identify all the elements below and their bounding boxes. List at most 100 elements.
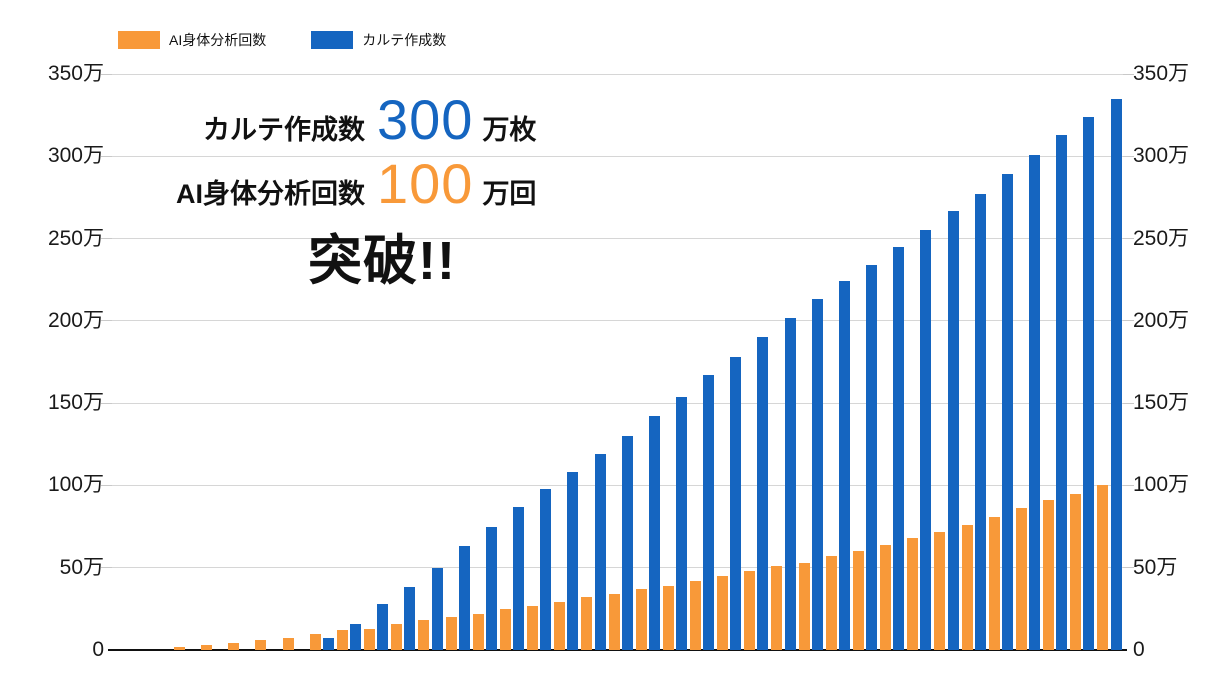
- bar-karte: [947, 210, 959, 650]
- gridline-150: [112, 402, 1123, 404]
- milestone-annotation: カルテ作成数 300 万枚 AI身体分析回数 100 万回 突破!!: [170, 88, 536, 295]
- gridline-250: [112, 238, 1123, 240]
- x-axis-line: [108, 649, 1127, 651]
- bar-karte: [784, 317, 796, 650]
- gridline-50: [112, 567, 1123, 569]
- bar-ai-analysis: [364, 628, 376, 650]
- bar-karte: [676, 396, 688, 650]
- y-axis-label-right: 50万: [1133, 555, 1178, 579]
- bar-ai-analysis: [1097, 485, 1109, 650]
- y-axis-label-right: 200万: [1133, 308, 1190, 332]
- bar-karte: [974, 194, 986, 650]
- bar-ai-analysis: [391, 623, 403, 650]
- plot-area: [101, 73, 1134, 651]
- legend-label-ai-analysis: AI身体分析回数: [169, 32, 267, 48]
- bar-karte: [893, 246, 905, 650]
- bar-ai-analysis: [1070, 493, 1082, 650]
- y-axis-label-left: 150万: [47, 391, 104, 415]
- bar-karte: [703, 375, 715, 650]
- annotation-karte-label: カルテ作成数: [203, 115, 365, 145]
- bar-ai-analysis: [880, 544, 892, 650]
- y-tick-right: [1123, 484, 1134, 486]
- bar-ai-analysis: [689, 580, 701, 650]
- annotation-row-karte: カルテ作成数 300 万枚: [170, 88, 536, 152]
- bar-ai-analysis: [336, 630, 348, 650]
- bar-karte: [1001, 174, 1013, 650]
- legend-swatch-orange: [118, 31, 160, 49]
- bar-ai-analysis: [717, 575, 729, 650]
- bar-karte: [1029, 154, 1041, 650]
- bar-karte: [648, 416, 660, 650]
- y-axis-label-right: 0: [1133, 638, 1145, 661]
- bar-ai-analysis: [988, 516, 1000, 650]
- y-tick-right: [1123, 155, 1134, 157]
- y-tick-left: [101, 155, 112, 157]
- legend-swatch-blue: [311, 31, 354, 49]
- y-tick-left: [101, 567, 112, 569]
- y-axis-label-right: 300万: [1133, 144, 1190, 168]
- bar-ai-analysis: [934, 531, 946, 650]
- annotation-ai-label: AI身体分析回数: [176, 178, 365, 209]
- annotation-ai-value: 100: [377, 151, 474, 215]
- bar-karte: [485, 526, 497, 650]
- bar-karte: [757, 337, 769, 650]
- bar-karte: [322, 638, 334, 650]
- bar-ai-analysis: [228, 643, 240, 650]
- bar-ai-analysis: [255, 640, 267, 650]
- bar-ai-analysis: [309, 633, 321, 650]
- bar-karte: [838, 281, 850, 650]
- bar-ai-analysis: [1015, 508, 1027, 650]
- y-tick-right: [1123, 238, 1134, 240]
- y-tick-right: [1123, 567, 1134, 569]
- bar-ai-analysis: [771, 566, 783, 650]
- y-tick-left: [101, 402, 112, 404]
- gridline-300: [112, 155, 1123, 157]
- bar-karte: [350, 623, 362, 650]
- bar-ai-analysis: [418, 620, 430, 650]
- bar-karte: [730, 357, 742, 650]
- annotation-row-ai: AI身体分析回数 100 万回: [170, 152, 536, 216]
- bar-ai-analysis: [798, 562, 810, 650]
- y-axis-label-left: 300万: [47, 144, 104, 168]
- bar-ai-analysis: [744, 571, 756, 650]
- bar-ai-analysis: [907, 538, 919, 650]
- bar-karte: [811, 299, 823, 650]
- y-tick-right: [1123, 73, 1134, 75]
- bar-ai-analysis: [961, 524, 973, 650]
- gridline-200: [112, 320, 1123, 322]
- bar-karte: [404, 587, 416, 650]
- bar-karte: [1056, 134, 1068, 650]
- bar-karte: [621, 436, 633, 650]
- legend-item-ai-analysis: AI身体分析回数: [118, 30, 266, 50]
- bar-ai-analysis: [282, 638, 294, 650]
- y-axis-label-right: 100万: [1133, 473, 1190, 497]
- annotation-breakthrough: 突破!!: [308, 230, 456, 291]
- y-axis-label-left: 200万: [47, 308, 104, 332]
- y-axis-label-left: 50万: [59, 555, 104, 579]
- legend-label-karte: カルテ作成数: [362, 32, 447, 48]
- bar-ai-analysis: [608, 594, 620, 650]
- bar-ai-analysis: [201, 645, 213, 650]
- legend-item-karte: カルテ作成数: [311, 30, 446, 50]
- y-axis-label-left: 0: [92, 638, 104, 661]
- bar-karte: [594, 454, 606, 650]
- bar-karte: [920, 230, 932, 650]
- bar-ai-analysis: [445, 617, 457, 650]
- bar-karte: [1083, 116, 1095, 650]
- bar-ai-analysis: [472, 613, 484, 650]
- bar-ai-analysis: [662, 585, 674, 650]
- gridline-100: [112, 484, 1123, 486]
- bar-ai-analysis: [852, 551, 864, 650]
- bar-karte: [458, 546, 470, 650]
- bar-karte: [866, 264, 878, 650]
- y-tick-right: [1123, 402, 1134, 404]
- y-tick-left: [101, 320, 112, 322]
- y-tick-left: [101, 73, 112, 75]
- y-axis-label-right: 350万: [1133, 62, 1190, 85]
- annotation-ai-suffix: 万回: [482, 178, 537, 209]
- bar-ai-analysis: [581, 597, 593, 650]
- y-axis-label-left: 100万: [47, 473, 104, 497]
- bar-ai-analysis: [499, 608, 511, 650]
- bar-ai-analysis: [825, 556, 837, 650]
